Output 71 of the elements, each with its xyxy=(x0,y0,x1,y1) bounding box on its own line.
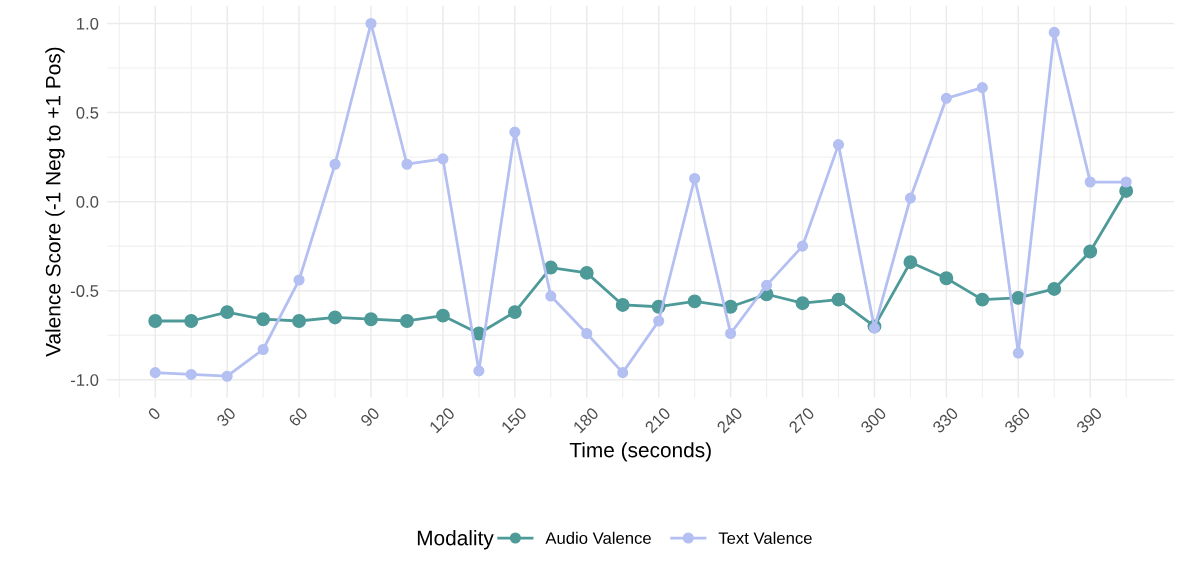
point xyxy=(401,158,413,170)
point xyxy=(437,153,449,165)
point xyxy=(328,310,342,325)
point xyxy=(293,274,305,286)
point xyxy=(257,343,269,356)
y-tick-label: 1.0 xyxy=(77,17,99,30)
point xyxy=(400,314,414,328)
point xyxy=(939,271,954,286)
point xyxy=(365,17,377,30)
point xyxy=(831,292,846,307)
point xyxy=(795,296,810,311)
point xyxy=(256,312,271,327)
y-tick-label: 0.5 xyxy=(76,106,99,119)
point xyxy=(149,367,161,379)
point xyxy=(687,294,702,309)
point xyxy=(292,314,307,328)
y-axis-title: Valence Score (-1 Neg to +1 Pos) xyxy=(45,47,65,357)
point xyxy=(581,327,593,340)
x-tick-label: 390 xyxy=(1075,406,1103,434)
point xyxy=(761,279,773,291)
point xyxy=(940,92,952,104)
x-tick-label: 30 xyxy=(215,406,237,428)
point xyxy=(1120,176,1132,188)
x-tick-label: 180 xyxy=(572,406,600,434)
y-tick-label: -1.0 xyxy=(70,374,99,386)
point xyxy=(184,314,199,328)
point xyxy=(1048,26,1060,38)
point xyxy=(615,298,630,312)
x-tick-label: 360 xyxy=(1003,406,1031,434)
point xyxy=(364,312,378,327)
point xyxy=(579,265,594,280)
point xyxy=(473,365,485,377)
point xyxy=(689,172,701,185)
x-tick-label: 270 xyxy=(788,406,816,434)
x-tick-label: 90 xyxy=(359,406,381,428)
point xyxy=(653,315,665,327)
point xyxy=(221,370,233,382)
point xyxy=(796,240,809,252)
x-tick-label: 210 xyxy=(644,406,672,434)
x-tick-label: 150 xyxy=(500,406,528,434)
point xyxy=(329,158,341,170)
point xyxy=(617,367,629,379)
x-tick-label: 300 xyxy=(859,406,887,434)
point xyxy=(1084,176,1096,188)
point xyxy=(509,126,521,138)
y-tick-label: -0.5 xyxy=(70,285,99,297)
point xyxy=(976,82,988,94)
point xyxy=(185,368,197,380)
point xyxy=(1012,347,1024,359)
x-axis-title: Time (seconds) xyxy=(569,442,711,462)
y-tick-label: 0.0 xyxy=(76,196,99,208)
point xyxy=(832,139,845,151)
point xyxy=(904,192,916,204)
x-tick-label: 240 xyxy=(716,406,744,434)
point xyxy=(975,292,990,307)
point xyxy=(220,305,235,320)
point xyxy=(903,255,918,270)
legend-label: Audio Valence xyxy=(545,531,651,545)
point xyxy=(545,290,557,302)
point xyxy=(725,327,737,340)
legend-label: Text Valence xyxy=(718,531,812,545)
x-tick-label: 0 xyxy=(147,406,162,421)
point xyxy=(1047,281,1062,296)
legend-title: Modality xyxy=(417,530,494,550)
x-tick-label: 60 xyxy=(287,406,309,428)
point xyxy=(507,305,522,320)
x-tick-label: 330 xyxy=(931,406,959,434)
point xyxy=(1083,244,1098,259)
point xyxy=(148,314,163,328)
point xyxy=(435,308,450,323)
x-tick-label: 120 xyxy=(428,406,456,434)
